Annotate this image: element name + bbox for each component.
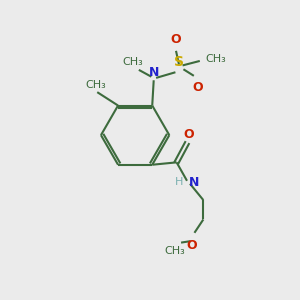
Text: CH₃: CH₃ [122,57,143,67]
Text: O: O [192,81,203,94]
Text: O: O [171,33,181,46]
Text: CH₃: CH₃ [206,54,226,64]
Text: CH₃: CH₃ [85,80,106,90]
Text: H: H [175,177,183,187]
Text: CH₃: CH₃ [165,246,185,256]
Text: O: O [183,128,194,141]
Text: N: N [148,66,159,79]
Text: N: N [188,176,199,189]
Text: S: S [174,55,184,69]
Text: O: O [186,239,197,252]
